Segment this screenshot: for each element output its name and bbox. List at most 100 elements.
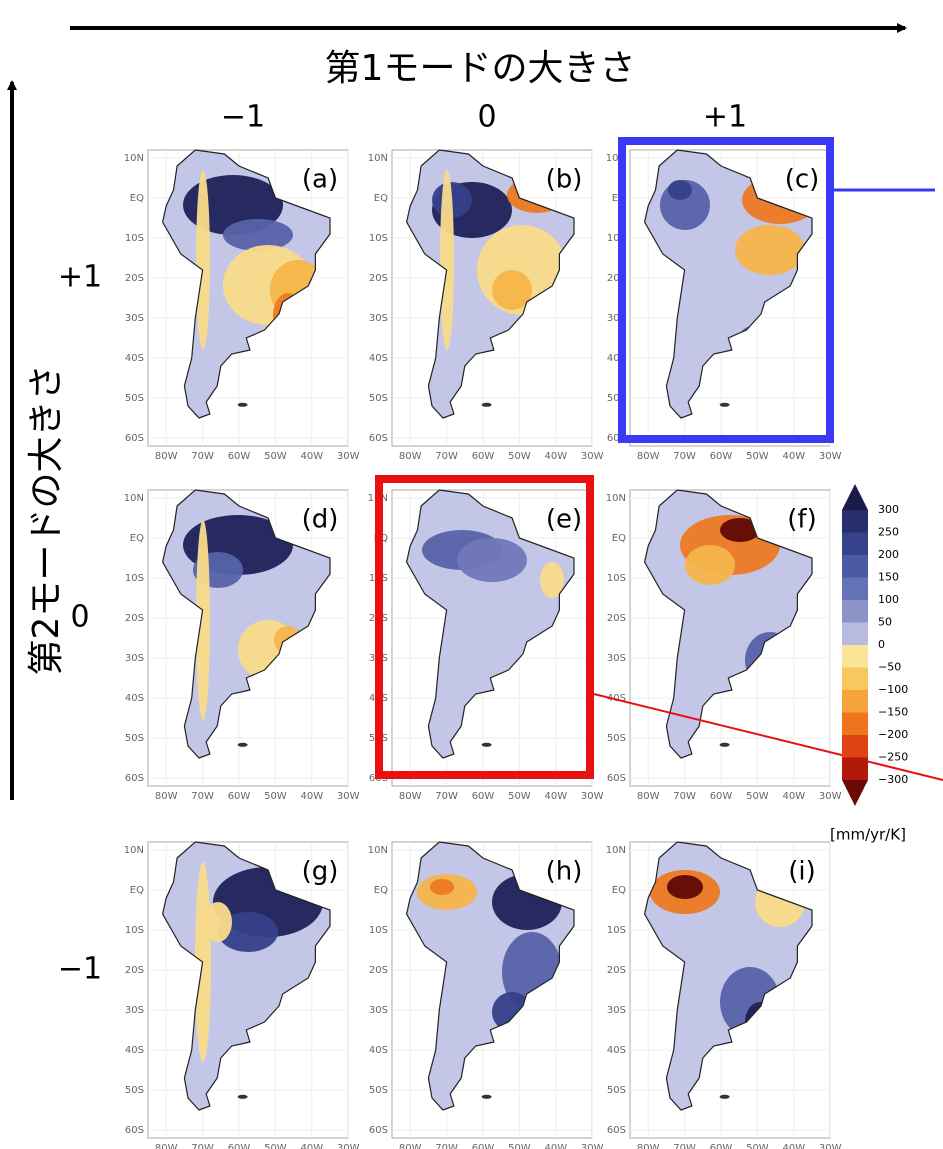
lat-label: 40S — [369, 1045, 388, 1056]
coastline — [405, 489, 575, 759]
lon-label: 70W — [191, 1143, 214, 1149]
colorbar-label: 0 — [878, 638, 885, 651]
lat-label: 40S — [607, 353, 626, 364]
panel-label: (a) — [302, 165, 338, 195]
anomaly-region — [668, 180, 692, 200]
land — [162, 150, 330, 418]
lon-label: 80W — [637, 451, 660, 462]
title: 第1モードの大きさ — [325, 48, 636, 89]
colorbar-label: −300 — [878, 773, 908, 786]
lat-label: 30S — [607, 653, 626, 664]
lon-label: 40W — [544, 1143, 567, 1149]
lon-label: 30W — [337, 791, 360, 802]
lat-label: 10S — [125, 233, 144, 244]
lon-label: 40W — [544, 451, 567, 462]
anomaly-region — [457, 538, 527, 582]
lon-label: 60W — [472, 791, 495, 802]
colorbar-swatch — [842, 712, 868, 735]
land — [162, 490, 330, 758]
colorbar-label: 100 — [878, 593, 899, 606]
lat-label: 40S — [125, 1045, 144, 1056]
column-label: 0 — [477, 100, 496, 135]
lon-label: 50W — [264, 791, 287, 802]
lat-label: 10N — [606, 493, 626, 504]
island — [719, 1094, 730, 1099]
colorbar-swatch — [842, 690, 868, 713]
lat-label: 50S — [125, 1085, 144, 1096]
lon-label: 40W — [300, 791, 323, 802]
row-label: 0 — [70, 600, 89, 635]
lat-label: 60S — [369, 433, 388, 444]
lat-label: 10N — [606, 845, 626, 856]
anomaly-region — [685, 545, 735, 585]
lon-label: 80W — [399, 451, 422, 462]
colorbar-swatch — [842, 757, 868, 780]
colorbar-label: −50 — [878, 661, 901, 674]
lat-label: EQ — [130, 533, 144, 544]
lat-label: EQ — [612, 885, 626, 896]
lat-label: 30S — [607, 313, 626, 324]
lat-label: 30S — [607, 1005, 626, 1016]
colorbar-unit: [mm/yr/K] — [830, 826, 906, 844]
anomaly-region — [540, 562, 564, 598]
lat-label: 30S — [125, 1005, 144, 1016]
lon-label: 30W — [819, 451, 842, 462]
map-panel: 10N EQ 10S 20S 30S 40S 50S 60S 80W 70W 60W 50W 40W 30… — [124, 149, 360, 462]
lat-label: 30S — [369, 1005, 388, 1016]
panel-label: (h) — [546, 857, 583, 887]
coastline — [643, 149, 813, 419]
lat-label: 20S — [125, 273, 144, 284]
lon-label: 80W — [399, 791, 422, 802]
lat-label: 50S — [369, 393, 388, 404]
colorbar-end — [842, 484, 868, 510]
lon-label: 30W — [581, 1143, 604, 1149]
colorbar-label: −150 — [878, 706, 908, 719]
lat-label: 30S — [125, 653, 144, 664]
lat-label: 20S — [607, 613, 626, 624]
colorbar: 300 250 200 150 100 50 0 −50 −100 −150 −200 −250 −30… — [830, 484, 908, 844]
column-label: +1 — [703, 100, 747, 135]
lat-label: 60S — [125, 773, 144, 784]
lon-label: 80W — [399, 1143, 422, 1149]
coastline — [643, 489, 813, 759]
island — [719, 402, 730, 407]
anomaly-region — [196, 170, 210, 350]
lon-label: 60W — [710, 1143, 733, 1149]
colorbar-label: 50 — [878, 616, 892, 629]
map-panel: 10N EQ 10S 20S 30S 40S 50S 60S 80W 70W 60W 50W 40W 30… — [368, 149, 604, 462]
lat-label: 50S — [607, 733, 626, 744]
lat-label: 10S — [125, 573, 144, 584]
lat-label: 60S — [125, 1125, 144, 1136]
map-panel: 10N EQ 10S 20S 30S 40S 50S 60S 80W 70W 60W 50W 40W 30… — [606, 489, 842, 802]
lat-label: EQ — [374, 193, 388, 204]
lat-label: 50S — [607, 1085, 626, 1096]
colorbar-swatch — [842, 600, 868, 623]
colorbar-label: 250 — [878, 526, 899, 539]
island — [719, 742, 730, 747]
lat-label: EQ — [130, 193, 144, 204]
lon-label: 70W — [435, 1143, 458, 1149]
lat-label: 60S — [607, 433, 626, 444]
colorbar-label: 200 — [878, 548, 899, 561]
colorbar-end — [842, 780, 868, 806]
island — [481, 1094, 492, 1099]
coastline — [405, 841, 575, 1111]
lon-label: 70W — [435, 791, 458, 802]
lat-label: EQ — [612, 533, 626, 544]
lon-label: 30W — [337, 1143, 360, 1149]
lat-label: 10N — [368, 845, 388, 856]
anomaly-region — [223, 219, 293, 251]
panel-label: (f) — [787, 505, 816, 535]
lon-label: 50W — [746, 451, 769, 462]
lat-label: 40S — [369, 353, 388, 364]
lat-label: 60S — [607, 773, 626, 784]
lon-label: 70W — [435, 451, 458, 462]
lon-label: 50W — [508, 451, 531, 462]
island — [237, 402, 248, 407]
lon-label: 60W — [472, 451, 495, 462]
island — [237, 742, 248, 747]
lat-label: 10S — [369, 925, 388, 936]
map-panel: 10N EQ 10S 20S 30S 40S 50S 60S 80W 70W 60W 50W 40W 30… — [124, 489, 360, 802]
colorbar-swatch — [842, 667, 868, 690]
